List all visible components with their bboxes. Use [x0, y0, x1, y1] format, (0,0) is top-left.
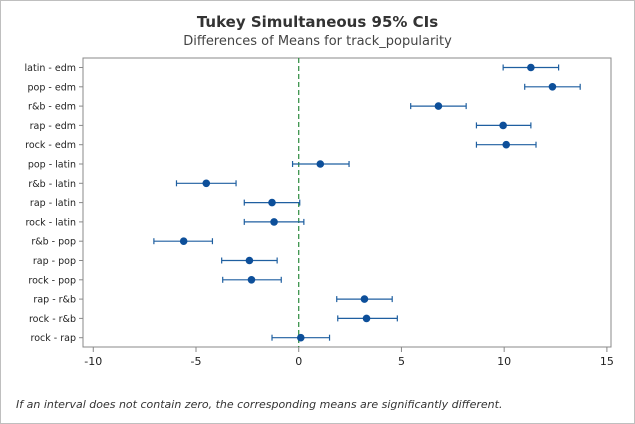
category-label: pop - edm [28, 82, 76, 93]
mean-difference-point [245, 256, 254, 265]
chart-title: Tukey Simultaneous 95% CIs [196, 13, 439, 31]
mean-difference-point [268, 198, 276, 207]
mean-difference-point [270, 218, 278, 226]
mean-difference-point [296, 333, 305, 342]
category-label: rap - r&b [33, 295, 76, 306]
mean-difference-point [548, 83, 557, 91]
plot-area-border [82, 57, 612, 348]
mean-difference-point [360, 295, 369, 303]
category-label: rock - pop [28, 275, 76, 286]
category-label: r&b - pop [31, 237, 76, 248]
x-tick-label: 10 [497, 355, 511, 368]
mean-difference-point [247, 276, 256, 284]
category-label: rock - rap [31, 333, 76, 344]
x-tick-label: 0 [295, 355, 302, 368]
category-label: r&b - latin [28, 179, 76, 190]
category-label: rap - edm [30, 121, 76, 132]
mean-difference-point [434, 102, 443, 110]
category-label: r&b - edm [28, 102, 76, 113]
x-tick-label: -5 [191, 355, 202, 368]
category-label: latin - edm [25, 63, 76, 74]
mean-difference-point [499, 121, 507, 130]
category-label: rap - latin [30, 198, 76, 209]
mean-difference-point [179, 237, 188, 245]
mean-difference-point [502, 140, 511, 149]
x-tick-label: 5 [398, 355, 405, 368]
category-label: rock - latin [25, 217, 76, 228]
category-label: rap - pop [33, 256, 76, 267]
mean-difference-point [316, 160, 325, 168]
mean-difference-point [362, 314, 371, 323]
mean-difference-point [527, 63, 535, 72]
chart-footnote: If an interval does not contain zero, th… [16, 398, 503, 411]
category-label: rock - r&b [29, 314, 76, 325]
chart-subtitle: Differences of Means for track_popularit… [183, 34, 452, 49]
category-label: pop - latin [28, 160, 76, 171]
x-tick-label: -10 [84, 355, 102, 368]
category-label: rock - edm [25, 140, 76, 151]
x-tick-label: 15 [600, 355, 614, 368]
mean-difference-point [202, 179, 211, 188]
